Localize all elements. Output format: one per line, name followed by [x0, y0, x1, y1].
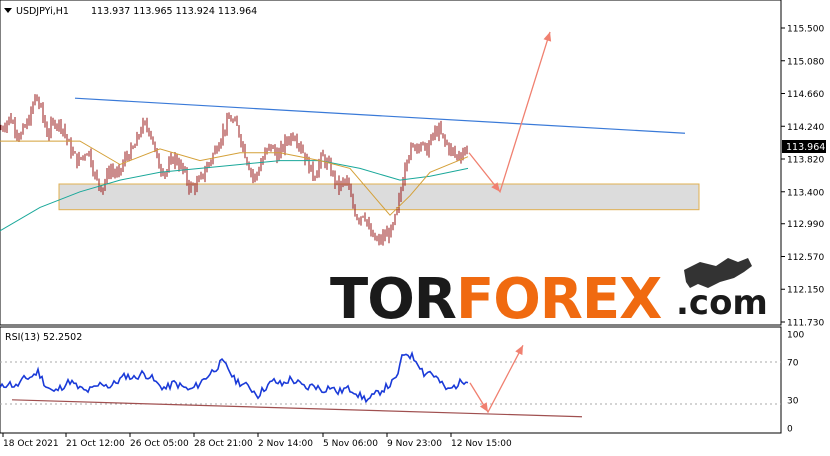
x-tick-label: 9 Nov 23:00: [387, 439, 442, 449]
candles-layer: [0, 94, 468, 246]
rsi-forecast-arrow: [469, 344, 524, 414]
x-tick-label: 26 Oct 05:00: [130, 439, 189, 449]
current-price-label: 113.964: [786, 142, 825, 153]
rsi-tick-label: 0: [787, 425, 793, 435]
arrowhead-icon: [479, 402, 488, 413]
price-forecast-arrow: [468, 31, 552, 194]
logo-tor: TOR: [330, 267, 456, 332]
y-tick-label: 114.660: [787, 90, 824, 100]
svg-text:TORFOREX: TORFOREX: [330, 267, 662, 332]
y-tick-label: 114.240: [787, 123, 824, 133]
rsi-y-axis: 100 70 30 0: [787, 331, 804, 435]
symbol-label: USDJPYi,H1: [16, 6, 69, 17]
logo-com: .com: [676, 283, 768, 323]
price-panel: [0, 0, 782, 326]
arrowhead-icon: [543, 31, 552, 42]
rsi-panel: [0, 326, 782, 434]
ma-fast-line: [0, 140, 469, 216]
y-tick-label: 112.570: [787, 253, 824, 263]
rsi-trendline: [11, 399, 583, 418]
torforex-logo: TORFOREX .com: [330, 258, 768, 332]
x-tick-label: 5 Nov 06:00: [323, 439, 378, 449]
chart-header: USDJPYi,H1 113.937 113.965 113.924 113.9…: [4, 6, 257, 17]
rsi-line: [0, 350, 469, 404]
x-tick-label: 28 Oct 21:00: [194, 439, 253, 449]
ma-slow-line: [0, 160, 469, 232]
x-tick-label: 2 Nov 14:00: [258, 439, 313, 449]
time-x-axis: 18 Oct 2021 21 Oct 12:00 26 Oct 05:00 28 Oc…: [2, 433, 512, 449]
y-tick-label: 112.990: [787, 220, 824, 230]
x-tick-label: 12 Nov 15:00: [451, 439, 512, 449]
arrowhead-icon: [491, 182, 500, 192]
rsi-tick-label: 100: [787, 331, 804, 341]
y-tick-label: 115.500: [787, 25, 824, 35]
y-tick-label: 113.820: [787, 156, 824, 166]
logo-forex: FOREX: [456, 267, 662, 332]
price-y-axis: 115.500 115.080 114.660 114.240 113.820 113.4…: [781, 25, 824, 329]
price-trendline: [74, 97, 686, 134]
dropdown-arrow-icon[interactable]: [4, 8, 12, 13]
x-tick-label: 21 Oct 12:00: [66, 439, 125, 449]
rsi-label: RSI(13) 52.2502: [5, 332, 82, 343]
current-price-tag: 113.964: [782, 140, 826, 153]
y-tick-label: 115.080: [787, 57, 824, 67]
bull-icon: [684, 258, 752, 288]
y-tick-label: 111.730: [787, 319, 824, 329]
arrowhead-icon: [515, 345, 523, 356]
x-tick-label: 18 Oct 2021: [3, 439, 59, 449]
rsi-tick-label: 70: [787, 359, 799, 369]
y-tick-label: 112.150: [787, 286, 824, 296]
support-zone: [58, 183, 700, 211]
ohlc-label: 113.937 113.965 113.924 113.964: [91, 6, 257, 17]
rsi-tick-label: 30: [787, 396, 799, 406]
y-tick-label: 113.400: [787, 188, 824, 198]
